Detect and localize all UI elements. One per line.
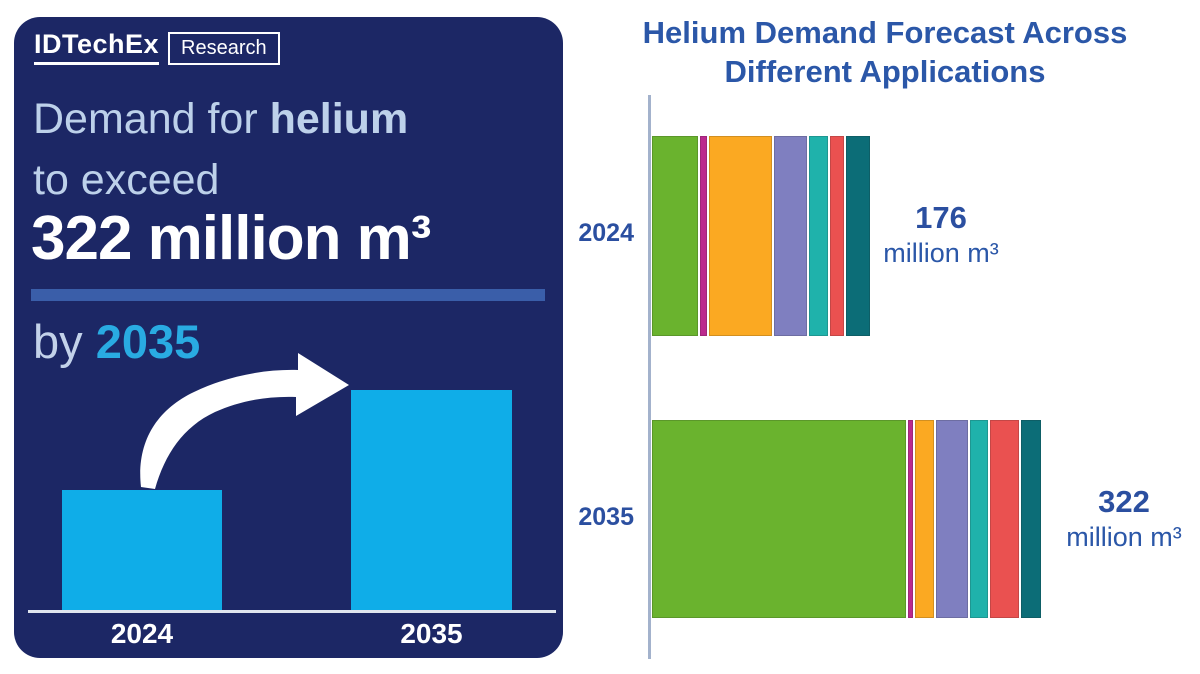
total-label-2035: 322 million m³ [1054,484,1194,553]
segment-teal [970,420,988,618]
left-infographic-panel: IDTechEx Research Demand for helium to e… [14,17,563,658]
tagline: by 2035 [33,314,200,369]
segment-teal [808,136,829,336]
divider [31,289,545,301]
chart-title-line2: Different Applications [724,54,1046,90]
segment-dark-teal [846,136,870,336]
segment-purple [936,420,969,618]
chart-title: Helium Demand Forecast Across Different … [600,13,1170,92]
idtechex-logo: IDTechEx Research [34,31,280,65]
headline-light-text: Demand for [33,95,270,143]
tagline-year: 2035 [95,315,201,368]
headline: Demand for helium to exceed [33,89,408,211]
total-label-2024: 176 million m³ [875,200,1007,269]
segment-magenta [907,420,913,618]
logo-research-badge: Research [168,31,280,65]
segment-orange [708,136,772,336]
chart-title-line1: Helium Demand Forecast Across [642,15,1128,50]
stacked-bar-2035 [652,420,1041,618]
mini-bar-2035 [351,390,512,610]
segment-green [652,136,698,336]
segment-purple [773,136,807,336]
segment-green [652,420,906,618]
segment-magenta [699,136,707,336]
segment-orange [914,420,935,618]
segment-dark-teal [1020,420,1041,618]
mini-label-2024: 2024 [110,618,174,649]
mini-bar-2024 [62,490,222,610]
total-unit-2035: million m³ [1066,522,1182,553]
total-value-2024: 176 [915,200,967,235]
headline-value: 322 million m³ [31,204,431,273]
mini-label-2035: 2035 [400,618,463,649]
year-label-2035: 2035 [578,503,634,531]
stacked-bar-2024 [652,136,870,336]
headline-bold-text: helium [269,95,409,143]
y-axis-line [648,95,651,659]
segment-red [989,420,1019,618]
mini-chart-baseline [28,610,556,613]
segment-red [830,136,845,336]
total-value-2035: 322 [1098,484,1150,519]
tagline-prefix: by [33,315,96,368]
headline-line2: to exceed [33,156,220,205]
logo-brand-text: IDTechEx [34,31,160,65]
year-label-2024: 2024 [578,219,634,247]
total-unit-2024: million m³ [883,238,999,269]
